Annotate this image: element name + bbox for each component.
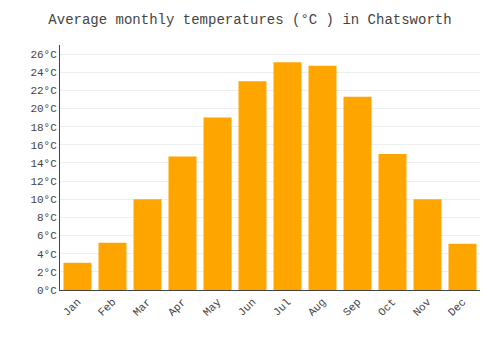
svg-text:22°C: 22°C: [30, 85, 57, 97]
svg-text:16°C: 16°C: [30, 140, 57, 152]
svg-text:Nov: Nov: [411, 296, 434, 319]
svg-text:Dec: Dec: [446, 296, 468, 318]
svg-text:4°C: 4°C: [37, 249, 57, 261]
svg-text:Jul: Jul: [271, 296, 293, 318]
svg-text:Sep: Sep: [341, 296, 363, 318]
svg-text:0°C: 0°C: [37, 285, 57, 297]
svg-text:May: May: [201, 296, 224, 319]
svg-text:Jan: Jan: [61, 296, 83, 318]
svg-text:Oct: Oct: [376, 296, 398, 318]
svg-text:Feb: Feb: [96, 296, 118, 318]
svg-text:8°C: 8°C: [37, 212, 57, 224]
svg-text:10°C: 10°C: [30, 194, 57, 206]
svg-text:26°C: 26°C: [30, 49, 57, 61]
svg-text:Apr: Apr: [166, 296, 188, 318]
svg-text:14°C: 14°C: [30, 158, 57, 170]
svg-text:6°C: 6°C: [37, 230, 57, 242]
svg-text:Average monthly temperatures (: Average monthly temperatures (°C ) in Ch…: [48, 12, 451, 28]
svg-text:2°C: 2°C: [37, 267, 57, 279]
svg-text:12°C: 12°C: [30, 176, 57, 188]
svg-text:Aug: Aug: [306, 296, 328, 318]
svg-text:Mar: Mar: [131, 296, 153, 318]
svg-text:Jun: Jun: [236, 296, 258, 318]
svg-text:24°C: 24°C: [30, 67, 57, 79]
svg-text:20°C: 20°C: [30, 103, 57, 115]
svg-text:18°C: 18°C: [30, 122, 57, 134]
